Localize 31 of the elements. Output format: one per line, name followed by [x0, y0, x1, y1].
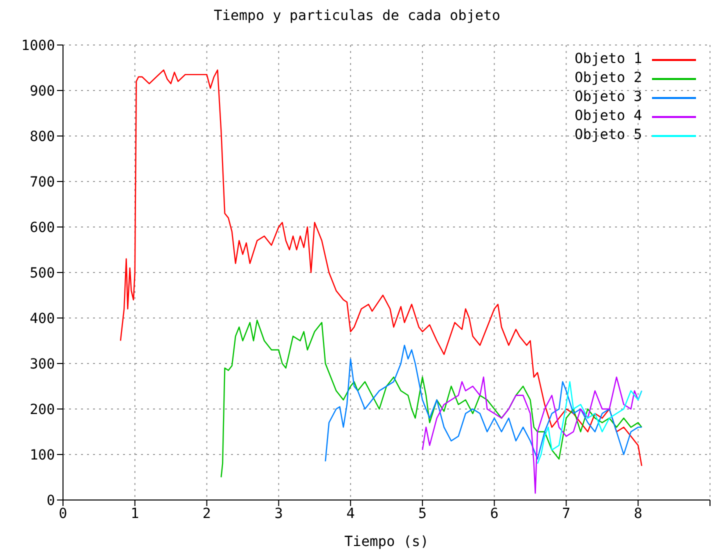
line-series — [220, 320, 642, 478]
x-tick-label: 7 — [562, 506, 570, 522]
y-tick-label: 1000 — [21, 38, 55, 54]
y-tick-label: 400 — [30, 310, 55, 327]
legend-label: Objeto 3 — [574, 88, 642, 107]
y-tick-label: 300 — [30, 356, 55, 372]
y-tick-label: 500 — [30, 265, 55, 282]
legend-label: Objeto 5 — [574, 126, 642, 145]
x-tick-label: 5 — [418, 506, 427, 522]
x-axis-title: Tiempo (s) — [344, 534, 429, 550]
x-tick-label: 4 — [346, 506, 355, 522]
x-tick-label: 1 — [130, 506, 140, 522]
x-tick-label: 3 — [274, 506, 283, 522]
legend-label: Objeto 2 — [574, 69, 642, 88]
y-tick-label: 900 — [30, 83, 55, 100]
x-tick-label: 6 — [490, 506, 499, 522]
x-tick-label: 0 — [58, 506, 68, 522]
x-tick-label: 2 — [202, 506, 211, 522]
line-series — [120, 69, 642, 466]
chart-title: Tiempo y particulas de cada objeto — [212, 8, 502, 24]
y-tick-label: 200 — [30, 402, 55, 418]
y-tick-label: 800 — [30, 128, 55, 145]
line-series — [536, 381, 642, 464]
y-tick-label: 600 — [30, 220, 55, 236]
line-series — [324, 344, 642, 462]
legend-label: Objeto 4 — [574, 107, 642, 126]
x-tick-label: 8 — [634, 506, 642, 522]
y-tick-label: 0 — [46, 492, 55, 509]
legend-label: Objeto 1 — [574, 50, 642, 69]
y-tick-label: 100 — [30, 447, 55, 464]
y-tick-label: 700 — [30, 174, 55, 190]
